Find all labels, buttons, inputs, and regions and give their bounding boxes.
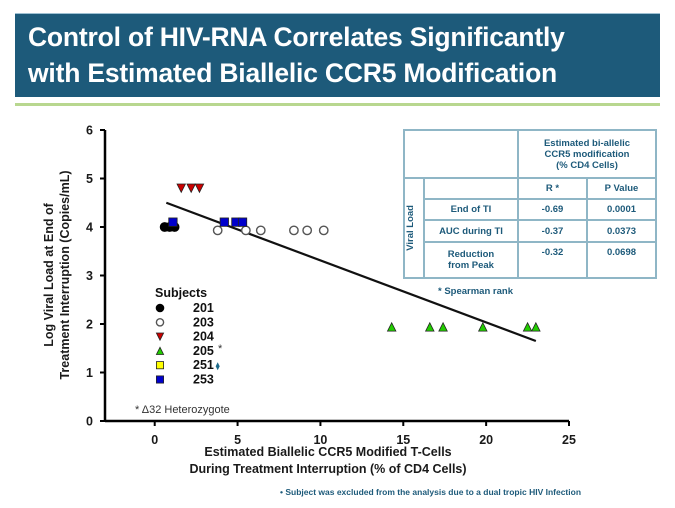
data-point-203: [240, 225, 251, 236]
data-point-205: [386, 321, 397, 332]
data-point-205: [438, 321, 448, 332]
legend-label-204: 204: [193, 330, 214, 344]
data-point-205: [424, 321, 435, 332]
x-tick-label: 0: [151, 433, 158, 447]
x-tick-label: 5: [234, 433, 241, 447]
correlation-table: Estimated bi-allelic CCR5 modification (…: [403, 129, 657, 279]
y-tick-label: 6: [86, 124, 93, 138]
legend-marker-253: [155, 375, 164, 384]
title-divider: [15, 103, 660, 106]
table-header-line: Estimated bi-allelic: [543, 137, 631, 149]
row-label: AUC during TI: [423, 219, 519, 243]
legend-label-205: 205: [193, 344, 214, 358]
data-point-204: [194, 183, 205, 194]
legend-label-201: 201: [193, 301, 214, 315]
x-tick-label: 25: [562, 433, 576, 447]
data-point-205: [477, 321, 488, 332]
y-tick-label: 0: [86, 415, 93, 429]
r-value: -0.32: [517, 241, 588, 279]
legend-label-203: 203: [193, 315, 214, 329]
y-axis-label-line-1: Log Viral Load at End of: [42, 202, 56, 346]
excluded-subject-point: [215, 362, 220, 371]
legend-marker-204: [155, 332, 165, 342]
y-tick-label: 4: [86, 221, 93, 235]
y-tick-label: 5: [86, 172, 93, 186]
x-tick-label: 20: [479, 433, 493, 447]
table-header: Estimated bi-allelic CCR5 modification (…: [517, 129, 657, 179]
table-row: Reduction from Peak -0.32 0.0698: [404, 241, 657, 279]
r-value: -0.69: [517, 198, 588, 221]
r-value: -0.37: [517, 219, 588, 243]
p-value: 0.0373: [586, 219, 657, 243]
data-point-253: [219, 217, 229, 227]
data-point-203: [302, 225, 313, 236]
p-value: 0.0698: [586, 241, 657, 279]
table-header-line: (% CD4 Cells): [556, 159, 618, 171]
data-point-253: [168, 217, 178, 227]
y-tick-label: 3: [86, 269, 93, 283]
p-value: 0.0001: [586, 198, 657, 221]
heterozygote-note: * Δ32 Heterozygote: [135, 404, 230, 416]
title-line-2: with Estimated Biallelic CCR5 Modificati…: [28, 58, 558, 88]
table-header-line: CCR5 modification: [544, 148, 630, 160]
table-row: AUC during TI -0.37 0.0373: [404, 219, 657, 243]
data-point-205: [522, 321, 533, 332]
data-point-203: [255, 225, 266, 236]
legend-label-253: 253: [193, 373, 214, 387]
table-blank-cell: [423, 177, 519, 200]
x-tick-label: 10: [313, 433, 327, 447]
col-header-p: P Value: [586, 177, 657, 200]
legend-marker-203: [155, 317, 165, 327]
title-banner: Control of HIV-RNA Correlates Significan…: [15, 13, 660, 97]
row-label: End of TI: [423, 198, 519, 221]
row-label: Reduction from Peak: [423, 241, 519, 279]
table-corner-cell: [403, 129, 519, 179]
table-row: End of TI -0.69 0.0001: [404, 198, 657, 221]
spearman-footnote: * Spearman rank: [438, 286, 513, 297]
title-line-1: Control of HIV-RNA Correlates Significan…: [28, 22, 565, 52]
data-point-204: [176, 183, 187, 194]
x-axis-label-line-1: Estimated Biallelic CCR5 Modified T-Cell…: [204, 445, 451, 459]
data-point-203: [289, 225, 299, 236]
x-tick-label: 15: [396, 433, 410, 447]
exclusion-footnote: • Subject was excluded from the analysis…: [280, 487, 582, 497]
legend-marker-251: [155, 361, 164, 370]
data-point-203: [212, 225, 223, 236]
y-axis-label-line-2: Treatment Interruption (Copies/mL): [58, 170, 72, 379]
row-group-cell: Viral Load: [403, 177, 425, 279]
legend-marker-205: [155, 346, 165, 355]
legend-title: Subjects: [155, 286, 207, 300]
legend-label-251: 251: [193, 358, 214, 372]
data-point-203: [318, 225, 329, 236]
row-group-label: Viral Load: [405, 205, 416, 251]
col-header-r: R *: [517, 177, 588, 200]
legend-marker-201: [155, 303, 165, 313]
data-point-253: [237, 217, 248, 227]
y-tick-label: 2: [86, 318, 93, 332]
data-point-204: [186, 183, 197, 194]
data-point-205: [531, 321, 541, 332]
legend-asterisk: *: [218, 343, 223, 355]
y-tick-label: 1: [86, 366, 93, 380]
x-axis-label-line-2: During Treatment Interruption (% of CD4 …: [189, 462, 466, 476]
